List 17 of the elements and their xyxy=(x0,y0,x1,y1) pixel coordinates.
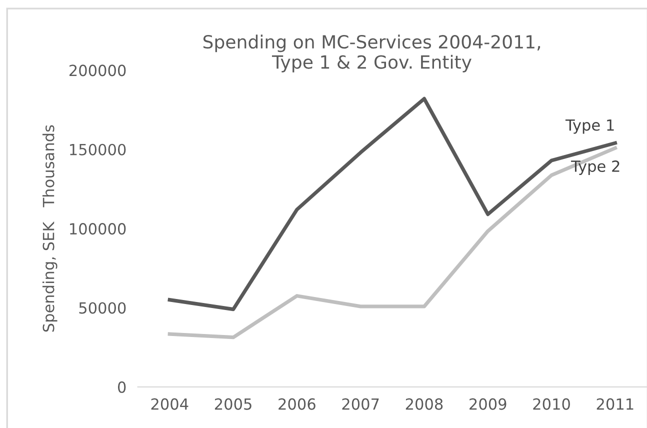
x-tick-label: 2010 xyxy=(533,398,570,410)
y-tick-label: 100000 xyxy=(70,223,126,235)
series-label: Type 1 xyxy=(565,119,614,134)
x-tick-label: 2009 xyxy=(470,398,506,410)
y-axis-title: Spending, SEK Thousands xyxy=(42,125,58,332)
chart-title: Spending on MC-Services 2004-2011, Type 1 & 2 Gov. Entity xyxy=(203,34,540,72)
x-tick-label: 2005 xyxy=(214,398,252,410)
x-tick-label: 2006 xyxy=(278,398,316,410)
x-tick-label: 2007 xyxy=(342,398,379,410)
y-tick-label: 200000 xyxy=(69,64,126,76)
x-tick-label: 2008 xyxy=(406,398,443,410)
y-tick-label: 150000 xyxy=(70,144,126,156)
y-tick-label: 0 xyxy=(118,381,126,393)
y-tick-label: 50000 xyxy=(79,302,126,314)
x-tick-label: 2011 xyxy=(596,398,634,410)
x-tick-label: 2004 xyxy=(151,398,188,410)
series-label: Type 2 xyxy=(571,160,620,175)
